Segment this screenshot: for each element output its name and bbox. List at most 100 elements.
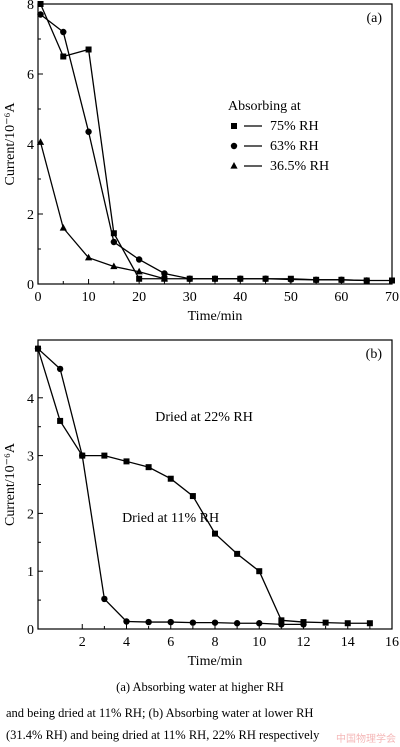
- caption-line-3: (31.4% RH) and being dried at 11% RH, 22…: [6, 728, 320, 742]
- legend-entry: 36.5% RH: [270, 159, 329, 174]
- data-point-circle: [300, 621, 307, 628]
- data-point-square: [37, 1, 44, 7]
- y-axis-label: Current/10⁻⁶A: [3, 102, 18, 186]
- data-point-square: [167, 475, 174, 482]
- data-point-circle: [312, 276, 320, 283]
- data-point-circle: [287, 276, 295, 283]
- x-tick-label: 2: [79, 635, 86, 650]
- data-point-circle: [262, 275, 269, 282]
- x-tick-label: 20: [132, 290, 146, 305]
- data-point-circle: [101, 595, 108, 603]
- series-line-triangle: [39, 142, 165, 280]
- data-point-square: [123, 458, 130, 465]
- data-point-circle: [60, 28, 67, 36]
- legend-marker-triangle: [230, 162, 238, 169]
- y-tick-label: 4: [27, 138, 34, 153]
- data-point-triangle: [135, 267, 143, 275]
- y-tick-label: 1: [27, 565, 34, 580]
- data-point-circle: [189, 619, 197, 626]
- series-line-square: [37, 348, 370, 624]
- data-point-square: [57, 417, 64, 424]
- x-axis-label: Time/min: [188, 654, 243, 669]
- x-tick-label: 60: [334, 290, 348, 305]
- y-tick-label: 2: [27, 507, 34, 522]
- data-point-triangle: [36, 138, 45, 145]
- data-point-square: [234, 550, 241, 557]
- data-point-circle: [79, 452, 86, 459]
- data-point-circle: [85, 128, 92, 135]
- plot-frame-b: [37, 339, 393, 630]
- data-point-square: [389, 277, 395, 284]
- y-tick-label: 2: [27, 208, 34, 223]
- data-point-triangle: [59, 224, 67, 231]
- data-point-square: [136, 275, 143, 282]
- y-axis-label: Current/10⁻⁶A: [3, 442, 18, 526]
- data-point-square: [101, 452, 108, 459]
- data-point-triangle: [160, 274, 169, 282]
- series-line-circle: [40, 13, 367, 282]
- data-point-circle: [211, 275, 219, 282]
- data-point-circle: [110, 238, 118, 246]
- data-point-square: [189, 493, 196, 500]
- data-point-triangle: [84, 253, 93, 261]
- panel-label: (b): [366, 347, 383, 362]
- x-tick-label: 0: [35, 290, 42, 305]
- legend-marker-circle: [230, 142, 238, 150]
- data-point-circle: [123, 618, 130, 625]
- data-point-circle: [363, 277, 370, 284]
- x-tick-label: 12: [297, 635, 311, 650]
- data-point-circle: [233, 620, 241, 627]
- x-tick-label: 30: [183, 290, 197, 305]
- data-point-circle: [256, 620, 263, 627]
- data-point-square: [110, 230, 117, 237]
- data-point-circle: [56, 365, 64, 373]
- data-point-triangle: [110, 262, 118, 270]
- data-point-circle: [211, 619, 219, 626]
- chart-panel-a: 0 10 20 30 40 50 60 70 0 2 4 6 8 Time/min Current/10⁻⁶…: [3, 0, 399, 324]
- data-point-square: [344, 620, 351, 627]
- x-tick-label: 6: [167, 635, 174, 650]
- data-point-circle: [37, 11, 44, 18]
- y-tick-label: 6: [27, 68, 34, 83]
- caption-line-2: and being dried at 11% RH; (b) Absorbing…: [6, 706, 314, 720]
- series-line-square: [39, 3, 392, 282]
- x-axis-label: Time/min: [188, 309, 243, 324]
- caption-line-1: (a) Absorbing water at higher RH: [116, 680, 284, 694]
- data-point-square: [256, 568, 263, 575]
- x-tick-label: 14: [341, 635, 355, 650]
- annotation-label: Dried at 11% RH: [122, 511, 219, 526]
- data-point-square: [366, 620, 373, 627]
- data-point-circle: [167, 618, 174, 626]
- data-point-circle: [161, 270, 168, 277]
- x-tick-label: 4: [123, 635, 130, 650]
- legend-entry: 75% RH: [270, 119, 319, 134]
- chart-panel-b: 2 4 6 8 10 12 14 1601234Time/minCurrent/10⁻⁶A(b…: [3, 339, 399, 669]
- x-tick-label: 70: [385, 290, 399, 305]
- y-tick-label: 4: [27, 392, 34, 407]
- data-point-square: [322, 619, 329, 626]
- data-point-square: [278, 617, 285, 624]
- y-tick-label: 8: [27, 0, 34, 13]
- x-tick-label: 10: [82, 290, 96, 305]
- y-tick-label: 0: [27, 278, 34, 293]
- data-point-circle: [278, 621, 285, 628]
- series-line-circle: [37, 348, 304, 626]
- data-point-circle: [237, 275, 244, 282]
- x-tick-label: 40: [233, 290, 247, 305]
- x-tick-label: 8: [212, 635, 219, 650]
- x-tick-label: 10: [252, 635, 266, 650]
- y-tick-label: 0: [27, 623, 34, 638]
- data-point-circle: [338, 276, 345, 283]
- data-point-square: [85, 46, 92, 53]
- legend-title: Absorbing at: [228, 99, 301, 114]
- annotation-label: Dried at 22% RH: [155, 410, 253, 425]
- data-point-square: [145, 464, 152, 471]
- legend-marker-square: [231, 123, 237, 129]
- data-point-square: [212, 530, 218, 537]
- x-tick-label: 16: [385, 635, 399, 650]
- panel-label: (a): [366, 11, 382, 26]
- x-tick-label: 50: [284, 290, 298, 305]
- y-tick-label: 3: [27, 450, 34, 465]
- data-point-square: [60, 53, 67, 60]
